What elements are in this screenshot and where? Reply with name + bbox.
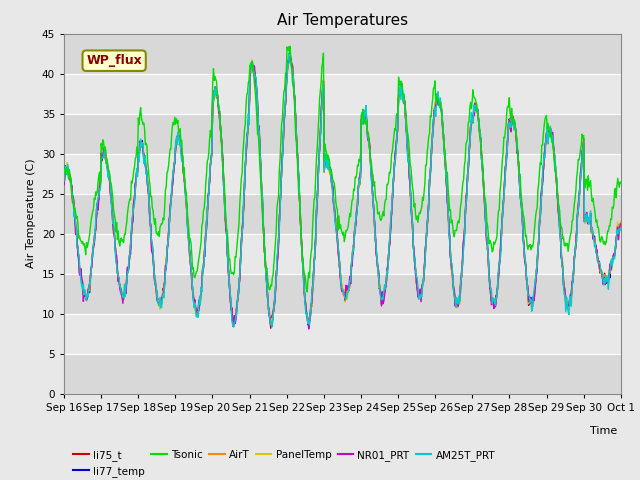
Bar	[64, 34, 621, 73]
Bar	[64, 354, 621, 394]
Text: WP_flux: WP_flux	[86, 54, 142, 67]
Title: Air Temperatures: Air Temperatures	[277, 13, 408, 28]
Bar	[64, 313, 621, 354]
Bar	[64, 114, 621, 154]
X-axis label: Time: Time	[591, 426, 618, 436]
Bar	[64, 234, 621, 274]
Y-axis label: Air Temperature (C): Air Temperature (C)	[26, 159, 36, 268]
Bar	[64, 73, 621, 114]
Legend: li75_t, li77_temp, Tsonic, AirT, PanelTemp, NR01_PRT, AM25T_PRT: li75_t, li77_temp, Tsonic, AirT, PanelTe…	[69, 445, 499, 480]
Bar	[64, 154, 621, 193]
Bar	[64, 274, 621, 313]
Bar	[64, 193, 621, 234]
